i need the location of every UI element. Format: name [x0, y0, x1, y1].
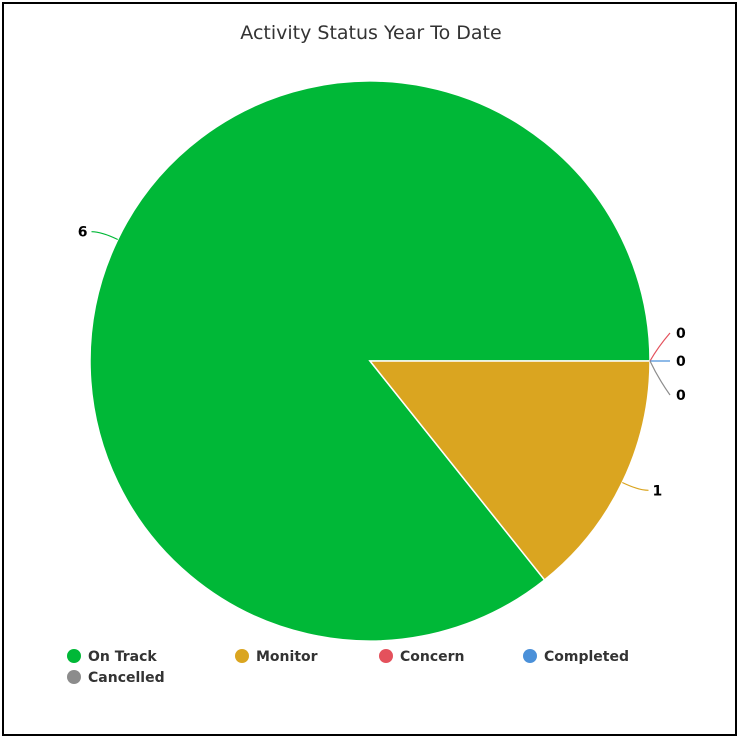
- data-label-on-track: 6: [78, 225, 88, 241]
- legend-label-on-track: On Track: [88, 649, 157, 665]
- data-labels: 6 1 0 0 0: [76, 223, 687, 501]
- legend-marker-on-track: [67, 649, 81, 663]
- legend-marker-cancelled: [67, 670, 81, 684]
- legend-item-monitor[interactable]: Monitor: [235, 649, 318, 665]
- data-label-concern: 0: [676, 326, 686, 342]
- connector-on-track: [91, 231, 118, 241]
- pie-slices: [89, 80, 651, 642]
- connector-monitor: [622, 481, 649, 491]
- legend-item-concern[interactable]: Concern: [379, 649, 465, 665]
- connector-cancelled: [649, 360, 671, 396]
- slice-monitor[interactable]: [368, 360, 651, 581]
- legend-label-concern: Concern: [400, 649, 465, 665]
- data-label-cancelled: 0: [676, 388, 686, 404]
- legend-label-monitor: Monitor: [256, 649, 318, 665]
- chart-title: Activity Status Year To Date: [240, 22, 501, 44]
- legend-marker-monitor: [235, 649, 249, 663]
- legend-marker-completed: [523, 649, 537, 663]
- label-connectors: [91, 231, 671, 491]
- data-label-completed: 0: [676, 354, 686, 370]
- data-label-monitor: 1: [652, 483, 662, 499]
- legend-label-completed: Completed: [544, 649, 629, 665]
- legend-item-on-track[interactable]: On Track: [67, 649, 157, 665]
- legend: On Track Monitor Concern Completed Cancelled: [67, 649, 629, 686]
- legend-label-cancelled: Cancelled: [88, 670, 165, 686]
- legend-item-cancelled[interactable]: Cancelled: [67, 670, 165, 686]
- connector-concern: [649, 332, 671, 362]
- legend-marker-concern: [379, 649, 393, 663]
- legend-item-completed[interactable]: Completed: [523, 649, 629, 665]
